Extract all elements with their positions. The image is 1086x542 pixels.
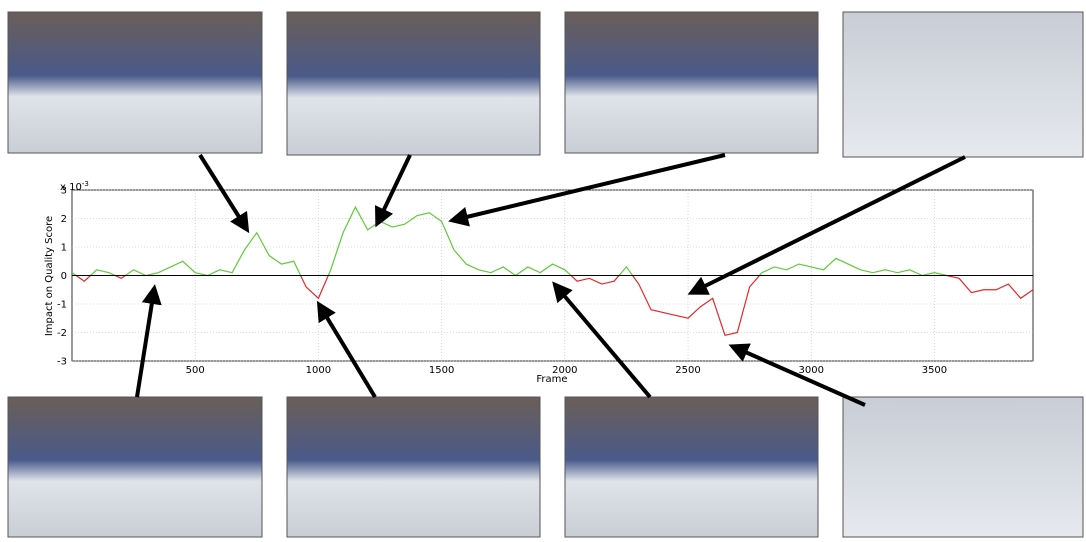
x-tick-label: 1500: [429, 365, 454, 376]
y-tick-label: -3: [57, 357, 67, 368]
x-tick-label: 2000: [552, 365, 577, 376]
plot: [72, 190, 1033, 361]
y-tick-label: 3: [61, 186, 67, 197]
frame-image: [843, 397, 1083, 537]
y-multiplier-exponent: -3: [82, 180, 89, 188]
frame-image: [287, 12, 540, 155]
frame-image: [8, 397, 262, 537]
y-tick-label: 2: [61, 214, 67, 225]
x-tick-label: 3500: [922, 365, 947, 376]
x-tick-label: 2500: [675, 365, 700, 376]
figure: x 10-3 Frame Impact on Quality Score -3-…: [0, 0, 1086, 538]
y-tick-label: 0: [61, 271, 67, 282]
frame-image: [565, 397, 818, 537]
frame-image: [843, 12, 1083, 157]
frame-image: [8, 12, 262, 153]
frame-image: [287, 397, 540, 537]
x-tick-label: 1000: [306, 365, 331, 376]
frame-image: [565, 12, 818, 153]
y-tick-label: -1: [57, 300, 67, 311]
x-tick-label: 500: [186, 365, 205, 376]
y-axis-label: Impact on Quality Score: [44, 216, 55, 336]
y-tick-label: -2: [57, 328, 67, 339]
y-tick-label: 1: [61, 243, 67, 254]
x-tick-label: 3000: [799, 365, 824, 376]
